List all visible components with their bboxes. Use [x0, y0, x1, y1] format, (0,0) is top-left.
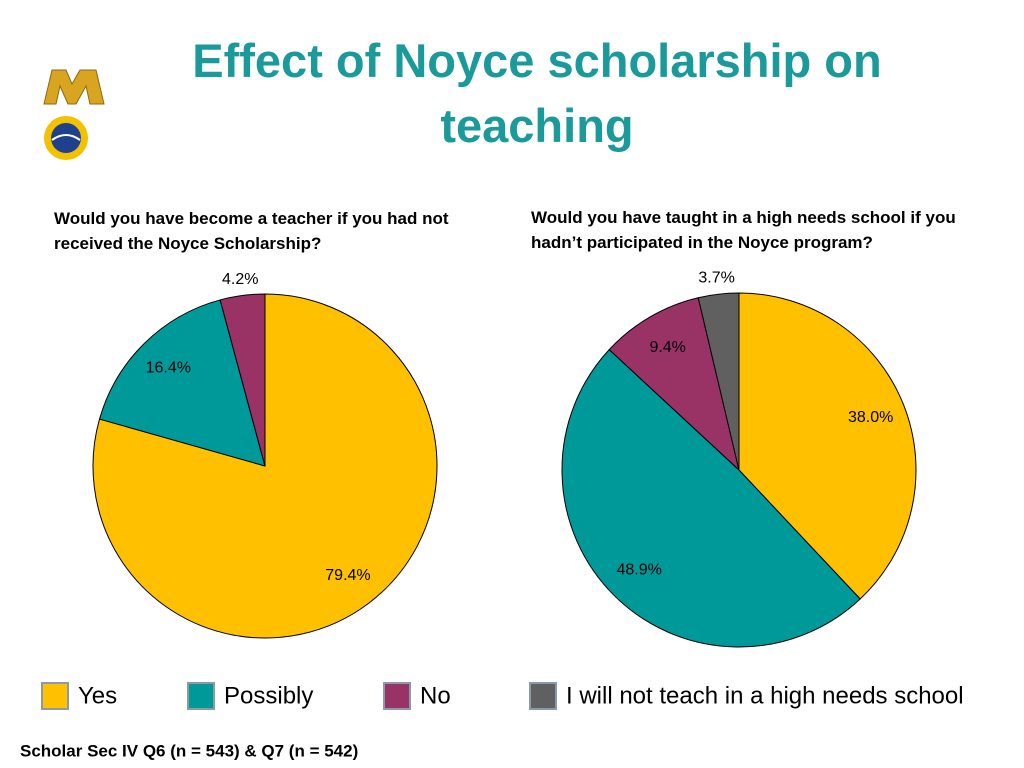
pie-slice	[697, 292, 740, 471]
legend-swatch	[383, 682, 411, 710]
footnote: Scholar Sec IV Q6 (n = 543) & Q7 (n = 54…	[20, 741, 358, 760]
value-label: 9.4%	[649, 339, 685, 356]
value-label: 48.9%	[617, 562, 662, 579]
value-label: 4.2%	[222, 271, 258, 288]
value-label: 16.4%	[146, 359, 191, 376]
pie-slice	[608, 297, 740, 472]
legend-swatch	[41, 682, 69, 710]
legend-swatch	[529, 682, 557, 710]
pie-slice	[219, 293, 266, 467]
chart-title: Would you have become a teacher if you h…	[54, 209, 449, 253]
value-label: 79.4%	[325, 567, 370, 584]
value-label: 3.7%	[698, 270, 734, 287]
value-label: 38.0%	[848, 409, 893, 426]
legend-label: I will not teach in a high needs school	[566, 682, 964, 709]
pie-slice	[738, 292, 917, 600]
legend-label: No	[420, 682, 451, 709]
pie-slice	[561, 348, 861, 648]
legend-label: Possibly	[224, 682, 313, 709]
nsf-logo	[44, 116, 88, 160]
umn-logo	[43, 69, 105, 105]
pie-slice	[98, 299, 266, 467]
chart-title: Would you have taught in a high needs sc…	[531, 208, 956, 252]
slide-title: Effect of Noyce scholarship on teaching	[192, 34, 881, 152]
legend-label: Yes	[78, 682, 117, 709]
legend-swatch	[187, 682, 215, 710]
